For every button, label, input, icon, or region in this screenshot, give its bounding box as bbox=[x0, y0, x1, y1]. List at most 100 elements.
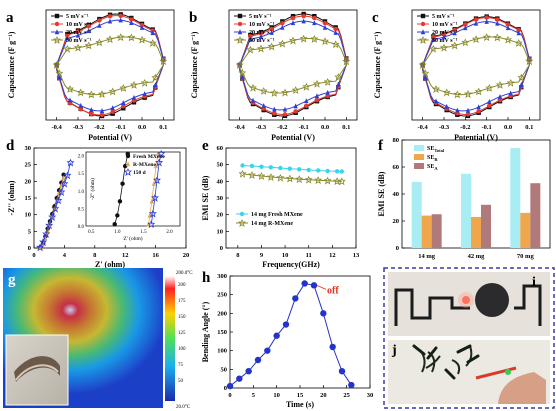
inset-marker bbox=[115, 213, 120, 218]
cv-marker bbox=[148, 39, 157, 47]
cv-marker bbox=[484, 18, 489, 24]
x-tick-label: -0.4 bbox=[52, 124, 63, 131]
x-axis-label: Z' (ohm) bbox=[95, 260, 125, 269]
hand bbox=[498, 372, 546, 404]
inset-y-tick-label: 2.0 bbox=[78, 155, 85, 160]
bending-point bbox=[245, 368, 252, 375]
panel-b: b -0.4 -0.3 -0.2 -0.1 0.0 0.1 Potential (V) Cap… bbox=[189, 9, 358, 142]
series-marker bbox=[66, 158, 75, 167]
cv-marker bbox=[497, 94, 503, 99]
cv-marker bbox=[313, 79, 321, 88]
panel-e-letter: e bbox=[202, 138, 209, 154]
colorbar-max: 200.0°C bbox=[176, 271, 193, 276]
cv-marker bbox=[484, 15, 489, 20]
series-marker bbox=[268, 165, 274, 170]
inset-y-tick-label: 1.0 bbox=[78, 190, 85, 195]
cv-marker bbox=[281, 88, 289, 97]
cv-marker bbox=[431, 36, 436, 42]
x-tick-label: 9 bbox=[260, 252, 264, 259]
inset-marker bbox=[122, 163, 128, 169]
cv-marker bbox=[487, 99, 492, 104]
x-tick-label: 5 bbox=[252, 392, 256, 399]
y-axis-label: Capacitance (F g⁻¹) bbox=[7, 31, 16, 98]
cv-marker bbox=[270, 89, 279, 97]
inset-y-tick-label: 0.5 bbox=[78, 207, 85, 212]
panel-d-letter: d bbox=[6, 138, 15, 154]
cv-marker bbox=[75, 32, 81, 38]
cv-marker bbox=[461, 38, 470, 47]
x-tick-label: 8 bbox=[93, 252, 97, 259]
cv-marker bbox=[465, 107, 471, 113]
x-tick-label: 0.1 bbox=[159, 124, 167, 131]
y-axis-label: Bending Angle (°) bbox=[201, 301, 210, 362]
series-marker bbox=[39, 238, 48, 246]
cv-marker bbox=[240, 74, 245, 80]
legend-label: 50 mV s⁻¹ bbox=[432, 38, 458, 44]
cv-marker bbox=[519, 82, 524, 87]
cv-marker bbox=[312, 20, 317, 26]
inset-marker bbox=[155, 158, 164, 167]
series-marker bbox=[276, 173, 285, 182]
y-tick-label: 150 bbox=[217, 329, 227, 336]
series-marker bbox=[334, 169, 340, 174]
legend-marker bbox=[237, 29, 243, 35]
cv-marker bbox=[99, 108, 105, 113]
series-marker bbox=[323, 176, 332, 185]
cv-marker bbox=[108, 87, 117, 96]
x-axis-label: Time (s) bbox=[286, 400, 314, 409]
series-marker bbox=[304, 175, 313, 184]
cv-marker bbox=[442, 88, 451, 97]
cv-marker bbox=[280, 24, 285, 30]
inset-marker bbox=[148, 209, 157, 218]
inset-marker bbox=[157, 149, 166, 158]
inset-marker bbox=[149, 198, 154, 204]
x-tick-label: 12 bbox=[122, 252, 129, 259]
bending-point bbox=[301, 280, 308, 287]
series-marker bbox=[48, 213, 57, 221]
legend-label: SETotal bbox=[427, 146, 445, 153]
legend-label: 5 mV s⁻¹ bbox=[249, 14, 272, 20]
y-tick-label: 50 bbox=[217, 162, 224, 169]
cv-marker bbox=[238, 68, 247, 77]
legend-label: 14 mg R-MXene bbox=[251, 221, 293, 227]
inset-x-tick-label: 1.0 bbox=[114, 230, 121, 235]
cv-marker bbox=[418, 61, 427, 69]
cv-marker bbox=[423, 74, 428, 80]
legend-label: Fresh MXene bbox=[133, 154, 165, 160]
cv-marker bbox=[97, 22, 102, 28]
colorbar-tick-label: 175 bbox=[178, 299, 186, 304]
legend-marker bbox=[237, 21, 243, 27]
cv-marker bbox=[97, 18, 102, 23]
series-marker bbox=[36, 243, 45, 252]
legend-marker bbox=[238, 219, 246, 227]
series-marker bbox=[295, 175, 304, 184]
cv-marker bbox=[304, 103, 309, 108]
series-marker bbox=[266, 173, 275, 181]
cv-marker bbox=[250, 97, 256, 103]
colorbar bbox=[165, 276, 175, 401]
y-tick-label: 10 bbox=[25, 212, 32, 219]
cv-marker bbox=[278, 39, 287, 48]
y-tick-label: 30 bbox=[25, 145, 32, 152]
cv-loop-4 bbox=[56, 36, 164, 96]
series-marker bbox=[60, 179, 69, 188]
cv-marker bbox=[257, 44, 265, 53]
x-tick-label: 8 bbox=[236, 252, 240, 259]
cv-marker bbox=[463, 25, 468, 31]
panel-c-letter: c bbox=[372, 10, 379, 26]
legend-marker bbox=[237, 13, 243, 19]
x-tick-label: -0.1 bbox=[116, 124, 126, 131]
cv-marker bbox=[110, 105, 115, 111]
x-tick-label: -0.4 bbox=[418, 124, 429, 131]
legend-label: R-MXene bbox=[133, 162, 156, 168]
cv-marker bbox=[440, 43, 448, 52]
x-tick-label: -0.3 bbox=[73, 124, 84, 131]
cv-marker bbox=[517, 73, 526, 82]
x-tick-label: 70 mg bbox=[517, 253, 535, 260]
colorbar-tick-label: 150 bbox=[178, 315, 186, 320]
cv-marker bbox=[325, 93, 330, 99]
x-tick-label: -0.2 bbox=[277, 124, 287, 131]
cv-marker bbox=[450, 41, 459, 50]
cv-marker bbox=[248, 36, 253, 42]
